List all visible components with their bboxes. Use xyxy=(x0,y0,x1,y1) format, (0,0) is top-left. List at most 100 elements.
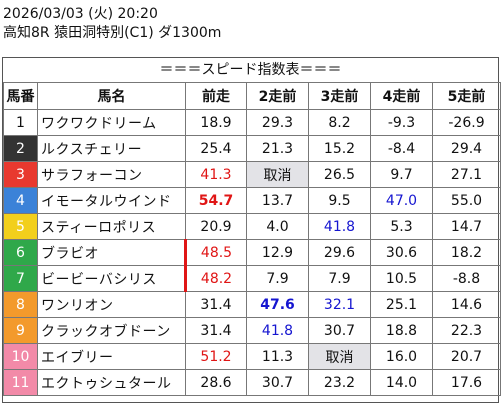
horse-name: ビービーバシリス xyxy=(37,265,186,292)
score-4th: 5.3 xyxy=(370,213,433,240)
score-3rd: 41.8 xyxy=(308,213,371,240)
horse-name: サラフォーコン xyxy=(37,161,186,188)
header-row: 馬番 馬名 前走 2走前 3走前 4走前 5走前 xyxy=(3,82,501,110)
score-3rd: 15.2 xyxy=(308,135,371,162)
horse-name: エクトゥシュタール xyxy=(37,369,186,396)
col-header-2nd: 2走前 xyxy=(246,82,309,110)
score-3rd: 32.1 xyxy=(308,291,371,318)
score-5th: 29.4 xyxy=(432,135,501,162)
score-last: 31.4 xyxy=(185,291,247,318)
horse-name: ルクスチェリー xyxy=(37,135,186,162)
score-last: 41.3 xyxy=(185,161,247,188)
horse-number: 7 xyxy=(3,265,38,292)
race-header: 2026/03/03 (火) 20:20 高知8R 猿田洞特別(C1) ダ130… xyxy=(3,5,221,43)
horse-number: 6 xyxy=(3,239,38,266)
horse-number: 4 xyxy=(3,187,38,214)
score-3rd: 8.2 xyxy=(308,109,371,136)
score-5th: -26.9 xyxy=(432,109,501,136)
score-2nd: 11.3 xyxy=(246,343,309,370)
horse-number: 9 xyxy=(3,317,38,344)
table-banner: ＝＝＝スピード指数表＝＝＝ xyxy=(159,62,342,78)
score-5th: 14.6 xyxy=(432,291,501,318)
race-info: 高知8R 猿田洞特別(C1) ダ1300m xyxy=(3,25,222,41)
horse-number: 3 xyxy=(3,161,38,188)
score-2nd: 21.3 xyxy=(246,135,309,162)
col-header-last: 前走 xyxy=(185,82,247,110)
horse-number: 5 xyxy=(3,213,38,240)
score-last: 51.2 xyxy=(185,343,247,370)
score-3rd: 29.6 xyxy=(308,239,371,266)
score-2nd: 4.0 xyxy=(246,213,309,240)
score-last: 31.4 xyxy=(185,317,247,344)
score-3rd: 9.5 xyxy=(308,187,371,214)
score-2nd: 12.9 xyxy=(246,239,309,266)
score-last: 28.6 xyxy=(185,369,247,396)
table-row: 1 ワクワクドリーム 18.9 29.3 8.2 -9.3 -26.9 xyxy=(3,109,501,136)
score-3rd: 26.5 xyxy=(308,161,371,188)
table-row: 7 ビービーバシリス 48.2 7.9 7.9 10.5 -8.8 xyxy=(3,265,501,292)
horse-name: クラックオブドーン xyxy=(37,317,186,344)
score-5th: 22.3 xyxy=(432,317,501,344)
score-5th: 17.6 xyxy=(432,369,501,396)
score-4th: 10.5 xyxy=(370,265,433,292)
horse-number: 2 xyxy=(3,135,38,162)
score-4th: 18.8 xyxy=(370,317,433,344)
score-2nd: 47.6 xyxy=(246,291,309,318)
score-4th: 16.0 xyxy=(370,343,433,370)
table-row: 4 イモータルウインド 54.7 13.7 9.5 47.0 55.0 xyxy=(3,187,501,214)
horse-name: エイブリー xyxy=(37,343,186,370)
score-5th: 20.7 xyxy=(432,343,501,370)
score-last: 25.4 xyxy=(185,135,247,162)
score-3rd: 30.7 xyxy=(308,317,371,344)
table-row: 6 ブラビオ 48.5 12.9 29.6 30.6 18.2 xyxy=(3,239,501,266)
score-3rd-cancelled: 取消 xyxy=(308,343,371,370)
col-header-3rd: 3走前 xyxy=(308,82,371,110)
score-2nd: 30.7 xyxy=(246,369,309,396)
horse-number: 8 xyxy=(3,291,38,318)
score-last: 48.5 xyxy=(184,239,247,266)
speed-index-card: ＝＝＝スピード指数表＝＝＝ 馬番 馬名 前走 2走前 3走前 4走前 5走前 xyxy=(2,57,501,403)
horse-name: ワンリオン xyxy=(37,291,186,318)
horse-name: ブラビオ xyxy=(37,239,186,266)
score-5th: 27.1 xyxy=(432,161,501,188)
score-2nd: 41.8 xyxy=(246,317,309,344)
score-2nd: 29.3 xyxy=(246,109,309,136)
table-row: 10 エイブリー 51.2 11.3 取消 16.0 20.7 xyxy=(3,343,501,370)
col-header-number: 馬番 xyxy=(3,82,38,110)
table-row: 5 スティーロポリス 20.9 4.0 41.8 5.3 14.7 xyxy=(3,213,501,240)
table-row: 2 ルクスチェリー 25.4 21.3 15.2 -8.4 29.4 xyxy=(3,135,501,162)
table-row: 11 エクトゥシュタール 28.6 30.7 23.2 14.0 17.6 xyxy=(3,369,501,396)
score-5th: 14.7 xyxy=(432,213,501,240)
score-last: 54.7 xyxy=(185,187,247,214)
table-row: 3 サラフォーコン 41.3 取消 26.5 9.7 27.1 xyxy=(3,161,501,188)
score-4th: 9.7 xyxy=(370,161,433,188)
score-5th: -8.8 xyxy=(432,265,501,292)
score-4th: 47.0 xyxy=(370,187,433,214)
horse-name: スティーロポリス xyxy=(37,213,186,240)
score-5th: 55.0 xyxy=(432,187,501,214)
score-5th: 18.2 xyxy=(432,239,501,266)
col-header-name: 馬名 xyxy=(37,82,186,110)
score-last: 20.9 xyxy=(185,213,247,240)
score-4th: 30.6 xyxy=(370,239,433,266)
horse-number: 1 xyxy=(3,109,38,136)
horse-number: 10 xyxy=(3,343,38,370)
horse-name: イモータルウインド xyxy=(37,187,186,214)
table-row: 9 クラックオブドーン 31.4 41.8 30.7 18.8 22.3 xyxy=(3,317,501,344)
horse-name: ワクワクドリーム xyxy=(37,109,186,136)
score-3rd: 23.2 xyxy=(308,369,371,396)
col-header-5th: 5走前 xyxy=(432,82,501,110)
score-4th: -9.3 xyxy=(370,109,433,136)
score-4th: 14.0 xyxy=(370,369,433,396)
table-row: 8 ワンリオン 31.4 47.6 32.1 25.1 14.6 xyxy=(3,291,501,318)
score-2nd: 7.9 xyxy=(246,265,309,292)
score-2nd-cancelled: 取消 xyxy=(246,161,309,188)
speed-index-table: 馬番 馬名 前走 2走前 3走前 4走前 5走前 1 ワクワクドリーム 18.9… xyxy=(3,82,501,396)
score-4th: -8.4 xyxy=(370,135,433,162)
score-4th: 25.1 xyxy=(370,291,433,318)
score-last: 18.9 xyxy=(185,109,247,136)
horse-number: 11 xyxy=(3,369,38,396)
date-time: 2026/03/03 (火) 20:20 xyxy=(3,6,158,22)
col-header-4th: 4走前 xyxy=(370,82,433,110)
score-last: 48.2 xyxy=(184,265,247,292)
